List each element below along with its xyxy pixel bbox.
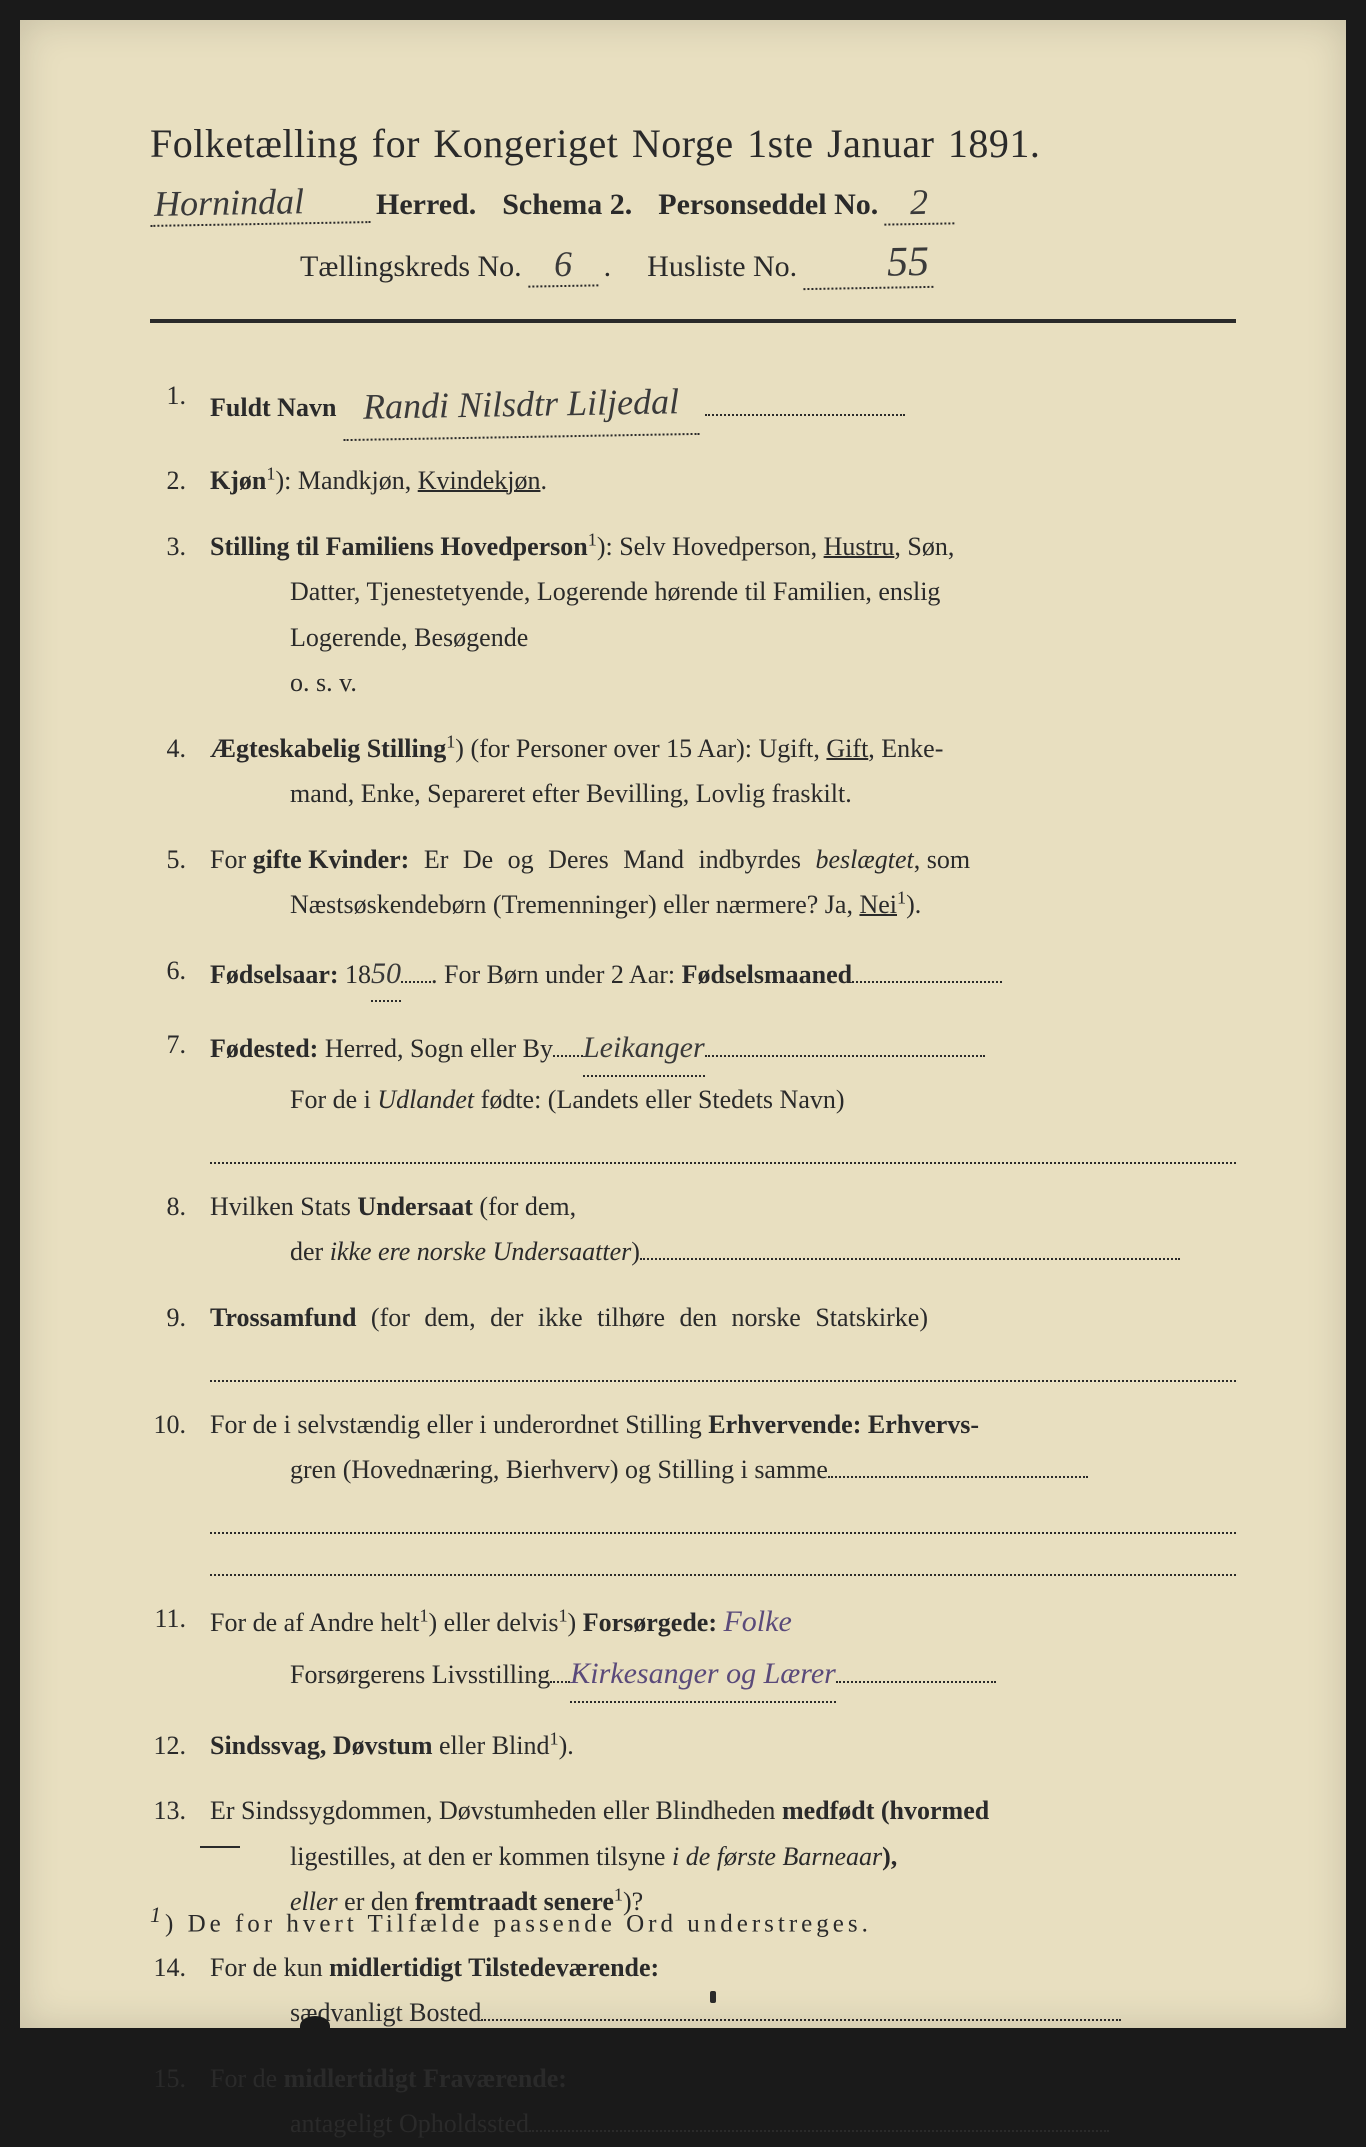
item-number: 14. [150,1945,210,2036]
husliste-label: Husliste No. [647,250,797,284]
form-item-2: 2. Kjøn1): Mandkjøn, Kvindekjøn. [150,458,1236,504]
item-number: 8. [150,1184,210,1275]
item-label: Undersaat [357,1192,473,1221]
form-item-3: 3. Stilling til Familiens Hovedperson1):… [150,524,1236,706]
underlined-value: Gift [826,734,868,763]
dash-mark [200,1846,240,1848]
item-number: 6. [150,948,210,1003]
item-line: antageligt Opholdssted [210,2101,1236,2147]
dotted-line [210,1340,1236,1382]
year-handwritten: 50 [371,948,401,1003]
form-item-15: 15. For de midlertidigt Fraværende: anta… [150,2056,1236,2147]
item-line: Forsørgerens LivsstillingKirkesanger og … [210,1648,1236,1703]
item-number: 3. [150,524,210,706]
item-number: 10. [150,1402,210,1576]
form-item-12: 12. Sindssvag, Døvstum eller Blind1). [150,1723,1236,1769]
page-title: Folketælling for Kongeriget Norge 1ste J… [150,120,1236,167]
dotted-line [210,1534,1236,1576]
item-label: midlertidigt Fraværende: [284,2064,567,2093]
item-label: Fødselsaar: [210,960,339,989]
item-number: 1. [150,373,210,438]
document-page: Folketælling for Kongeriget Norge 1ste J… [20,20,1346,2028]
item-number: 15. [150,2056,210,2147]
footer-note: 1) De for hvert Tilfælde passende Ord un… [150,1902,1236,1938]
item-label: Trossamfund [210,1303,356,1332]
item-line: gren (Hovednæring, Bierhverv) og Stillin… [210,1447,1236,1493]
dotted-line [210,1122,1236,1164]
form-item-8: 8. Hvilken Stats Undersaat (for dem, der… [150,1184,1236,1275]
header-line-3: Tællingskreds No. 6 . Husliste No. 55 [300,239,1236,289]
schema-label: Schema 2. [502,188,632,222]
item-label: medfødt (hvormed [782,1796,989,1825]
item-line: mand, Enke, Separeret efter Bevilling, L… [210,771,1236,817]
form-item-11: 11. For de af Andre helt1) eller delvis1… [150,1596,1236,1703]
item-line: sædvanligt Bosted [210,1990,1236,2036]
item-number: 4. [150,726,210,817]
item-label: Fødested: [210,1034,318,1063]
item-label: Kjøn [210,466,266,495]
page-tear [300,2016,330,2036]
item-line: Datter, Tjenestetyende, Logerende hørend… [210,569,1236,615]
item-line: der ikke ere norske Undersaatter) [210,1229,1236,1275]
item-line: Næstsøskendebørn (Tremenninger) eller næ… [210,882,1236,928]
item-line: Logerende, Besøgende [210,615,1236,661]
herred-label: Herred. [376,188,476,222]
birthplace-handwritten: Leikanger [583,1022,705,1077]
item-number: 5. [150,837,210,928]
form-item-9: 9. Trossamfund (for dem, der ikke tilhør… [150,1295,1236,1382]
ink-dot [710,1991,716,2003]
item-label: Sindssvag, Døvstum [210,1731,433,1760]
item-label: Fuldt Navn [210,393,336,422]
form-item-1: 1. Fuldt Navn Randi Nilsdtr Liljedal [150,373,1236,438]
item-label: Erhvervende: Erhvervs- [708,1410,979,1439]
header-line-2: Hornindal Herred. Schema 2. Personseddel… [150,181,1236,225]
form-item-5: 5. For gifte Kvinder: Er De og Deres Man… [150,837,1236,928]
name-handwritten: Randi Nilsdtr Liljedal [342,370,699,441]
handwritten-value: Folke [723,1596,791,1649]
form-item-7: 7. Fødested: Herred, Sogn eller ByLeikan… [150,1022,1236,1164]
form-item-6: 6. Fødselsaar: 1850. For Børn under 2 Aa… [150,948,1236,1003]
item-label: midlertidigt Tilstedeværende: [329,1953,659,1982]
husliste-handwritten: 55 [803,238,934,290]
item-number: 11. [150,1596,210,1703]
personseddel-handwritten: 2 [884,180,955,225]
form-item-4: 4. Ægteskabelig Stilling1) (for Personer… [150,726,1236,817]
taellingskreds-label: Tællingskreds No. [300,250,522,284]
dotted-line [210,1493,1236,1535]
footnote-mark: 1 [150,1902,165,1927]
item-line: For de i Udlandet fødte: (Landets eller … [210,1077,1236,1123]
taellingskreds-handwritten: 6 [527,242,598,287]
item-number: 2. [150,458,210,504]
item-label: Ægteskabelig Stilling [210,734,446,763]
item-line: o. s. v. [210,660,1236,706]
item-label: gifte Kvinder: [253,845,410,874]
underlined-value: Kvindekjøn [418,466,541,495]
divider [150,319,1236,323]
item-label: Stilling til Familiens Hovedperson [210,532,588,561]
herred-handwritten: Hornindal [150,179,371,227]
underlined-value: Nei [859,890,897,919]
form-item-10: 10. For de i selvstændig eller i underor… [150,1402,1236,1576]
handwritten-value: Kirkesanger og Lærer [570,1648,836,1703]
item-number: 9. [150,1295,210,1382]
item-line: ligestilles, at den er kommen tilsyne i … [210,1834,1236,1880]
underlined-value: Hustru [824,532,895,561]
item-number: 7. [150,1022,210,1164]
item-label: Forsørgede: [583,1608,717,1637]
personseddel-label: Personseddel No. [658,188,878,222]
item-number: 12. [150,1723,210,1769]
